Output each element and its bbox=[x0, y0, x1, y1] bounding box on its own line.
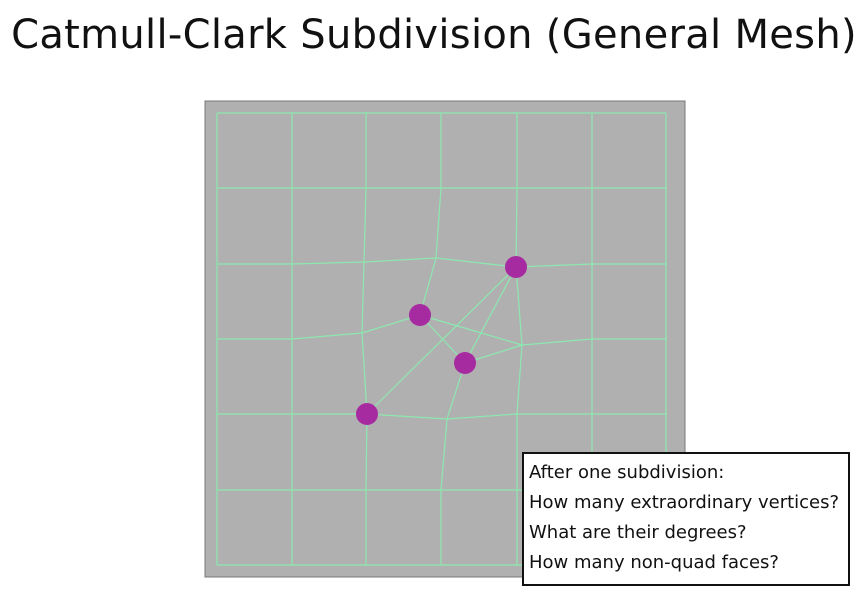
mesh-edge bbox=[366, 413, 448, 420]
callout-line-2: How many extraordinary vertices? bbox=[529, 492, 840, 513]
extraordinary-vertex bbox=[356, 403, 378, 425]
question-callout: After one subdivision: How many extraord… bbox=[522, 452, 850, 586]
extraordinary-vertices bbox=[356, 256, 527, 425]
mesh-edge bbox=[363, 187, 367, 263]
mesh-edge bbox=[361, 332, 368, 415]
mesh-edge bbox=[365, 413, 368, 491]
callout-line-1: After one subdivision: bbox=[529, 462, 725, 483]
mesh-edge bbox=[515, 266, 523, 346]
mesh-edges bbox=[216, 112, 667, 566]
slide-title: Catmull-Clark Subdivision (General Mesh) bbox=[11, 12, 857, 58]
mesh-edge bbox=[363, 257, 437, 263]
mesh-edge bbox=[435, 257, 517, 268]
extraordinary-vertex bbox=[505, 256, 527, 278]
mesh-edge bbox=[516, 344, 523, 415]
mesh-edge bbox=[521, 338, 593, 346]
extraordinary-vertex bbox=[454, 352, 476, 374]
callout-line-3: What are their degrees? bbox=[529, 522, 747, 543]
mesh-edge bbox=[291, 332, 363, 340]
mesh-edge bbox=[419, 314, 523, 346]
callout-line-4: How many non-quad faces? bbox=[529, 552, 779, 573]
mesh-edge bbox=[446, 413, 518, 420]
mesh-edge bbox=[291, 261, 365, 265]
mesh-edge bbox=[361, 261, 365, 334]
mesh-edge bbox=[464, 266, 517, 364]
mesh-edge bbox=[515, 187, 518, 268]
mesh-edge bbox=[366, 266, 517, 415]
mesh-edge bbox=[515, 263, 593, 268]
extraordinary-vertex bbox=[409, 304, 431, 326]
mesh-edge bbox=[435, 187, 442, 259]
mesh-edge bbox=[440, 418, 448, 491]
